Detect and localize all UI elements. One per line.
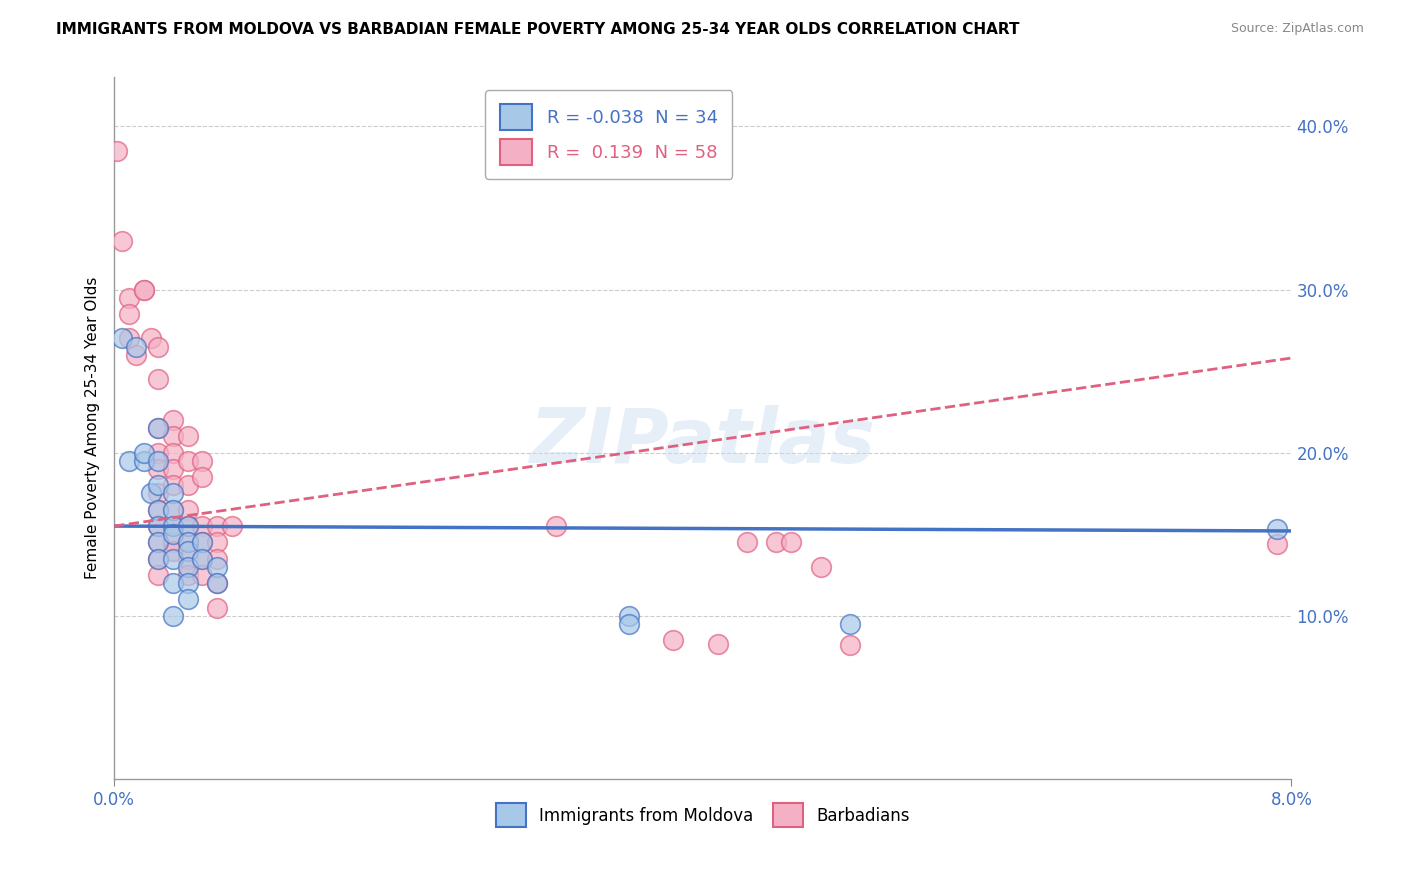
Point (205, 576, 228, 591)
Text: Source: ZipAtlas.com: Source: ZipAtlas.com (1230, 22, 1364, 36)
Point (118, 307, 141, 321)
Point (148, 519, 170, 533)
Point (162, 478, 184, 492)
Point (118, 454, 141, 468)
Point (205, 519, 228, 533)
Point (110, 331, 132, 345)
Point (177, 551, 200, 566)
Point (148, 551, 170, 566)
Point (148, 340, 170, 354)
Point (765, 535, 787, 549)
Point (619, 608, 641, 623)
Point (810, 559, 832, 574)
Point (139, 486, 162, 500)
Point (125, 340, 148, 354)
Point (148, 454, 170, 468)
Point (162, 486, 184, 500)
Point (148, 421, 170, 435)
Point (191, 535, 214, 549)
Point (148, 502, 170, 516)
Point (148, 478, 170, 492)
Point (177, 559, 200, 574)
Point (148, 535, 170, 549)
Point (177, 478, 200, 492)
Point (177, 535, 200, 549)
Point (162, 543, 184, 558)
Point (177, 592, 200, 607)
Point (1265, 537, 1288, 551)
Point (619, 616, 641, 631)
Point (132, 283, 155, 297)
Point (148, 551, 170, 566)
Point (132, 283, 155, 297)
Point (110, 234, 132, 248)
Text: IMMIGRANTS FROM MOLDOVA VS BARBADIAN FEMALE POVERTY AMONG 25-34 YEAR OLDS CORREL: IMMIGRANTS FROM MOLDOVA VS BARBADIAN FEM… (56, 22, 1019, 37)
Point (118, 331, 141, 345)
Point (162, 445, 184, 459)
Point (780, 535, 803, 549)
Point (177, 454, 200, 468)
Point (132, 454, 155, 468)
Point (177, 429, 200, 443)
Point (177, 568, 200, 582)
Point (162, 502, 184, 516)
Point (191, 551, 214, 566)
Point (177, 502, 200, 516)
Point (148, 445, 170, 459)
Point (162, 429, 184, 443)
Point (162, 519, 184, 533)
Point (839, 616, 862, 631)
Point (162, 576, 184, 591)
Point (221, 519, 243, 533)
Point (139, 331, 162, 345)
Point (177, 519, 200, 533)
Point (205, 559, 228, 574)
Point (162, 519, 184, 533)
Point (162, 535, 184, 549)
Point (125, 348, 148, 362)
Point (191, 454, 214, 468)
Point (191, 551, 214, 566)
Point (148, 372, 170, 386)
Point (205, 600, 228, 615)
Point (162, 608, 184, 623)
Point (191, 470, 214, 484)
Point (191, 535, 214, 549)
Point (205, 551, 228, 566)
Point (177, 543, 200, 558)
Point (148, 535, 170, 549)
Point (148, 462, 170, 476)
Point (132, 445, 155, 459)
Point (177, 519, 200, 533)
Point (839, 638, 862, 652)
Point (148, 568, 170, 582)
Point (735, 535, 758, 549)
Point (162, 413, 184, 427)
Point (162, 502, 184, 516)
Point (177, 535, 200, 549)
Point (544, 519, 567, 533)
Text: ZIPatlas: ZIPatlas (530, 405, 876, 479)
Point (148, 421, 170, 435)
Point (118, 291, 141, 305)
Point (148, 502, 170, 516)
Point (706, 636, 728, 650)
Point (191, 568, 214, 582)
Point (662, 633, 685, 648)
Legend: Immigrants from Moldova, Barbadians: Immigrants from Moldova, Barbadians (489, 797, 917, 834)
Point (105, 144, 128, 158)
Point (148, 519, 170, 533)
Point (1265, 522, 1288, 536)
Point (205, 535, 228, 549)
Point (191, 519, 214, 533)
Point (162, 462, 184, 476)
Point (177, 576, 200, 591)
Point (148, 486, 170, 500)
Y-axis label: Female Poverty Among 25-34 Year Olds: Female Poverty Among 25-34 Year Olds (86, 277, 100, 580)
Point (162, 551, 184, 566)
Point (205, 576, 228, 591)
Point (162, 527, 184, 541)
